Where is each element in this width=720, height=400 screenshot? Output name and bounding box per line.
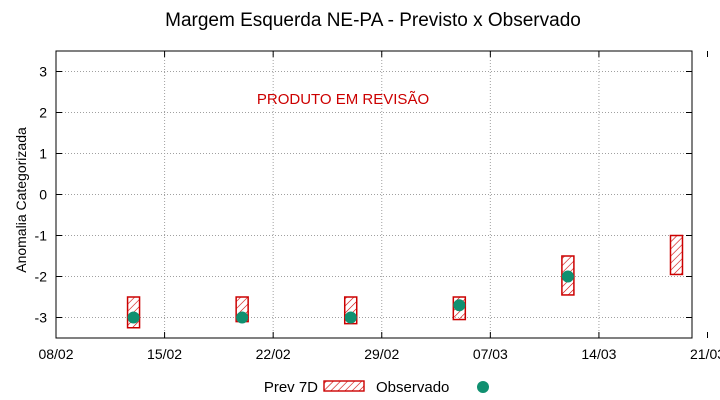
y-tick-label: -2 [35,269,48,285]
x-tick-label: 22/02 [256,346,291,362]
y-tick-label: 3 [39,64,47,80]
y-axis-label: Anomalia Categorizada [13,127,29,273]
y-tick-label: -1 [35,228,48,244]
chart-title: Margem Esquerda NE-PA - Previsto x Obser… [165,10,581,31]
x-tick-label: 29/02 [364,346,399,362]
observed-point [453,299,466,312]
observed-series [127,270,574,324]
legend-label-forecast: Prev 7D [264,379,318,396]
legend-swatch-forecast [323,380,365,392]
grid-layer [56,51,692,338]
observed-point [561,270,574,283]
legend: Prev 7D Observado [264,379,489,396]
forecast-range-box [669,234,684,276]
x-tick-label: 08/02 [38,346,73,362]
observed-point [127,311,140,324]
x-tick-label: 07/03 [473,346,508,362]
legend-label-observed: Observado [376,379,449,396]
x-tick-label: 15/02 [147,346,182,362]
y-tick-label: 2 [39,105,47,121]
observed-point [344,311,357,324]
legend-swatch-observed [477,381,489,393]
tick-layer: 3 2 1 0 -1 -2 -3 08/02 15/02 22/02 29/02 07/03 14/03… [35,51,720,362]
y-tick-label: 1 [39,146,47,162]
observed-point [236,311,249,324]
revision-annotation: PRODUTO EM REVISÃO [257,91,429,108]
x-tick-label: 21/03 [690,346,720,362]
y-tick-label: 0 [39,187,47,203]
x-tick-label: 14/03 [581,346,616,362]
y-tick-label: -3 [35,310,48,326]
